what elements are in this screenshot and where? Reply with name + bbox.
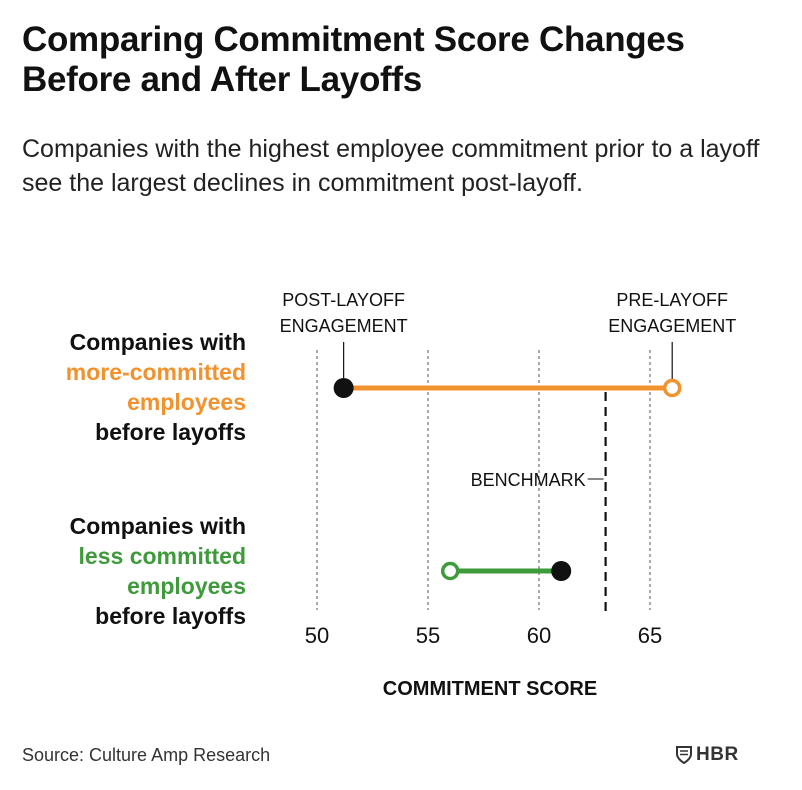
x-tick-label: 55 xyxy=(416,623,440,648)
x-tick-label: 60 xyxy=(527,623,551,648)
group-label-accent: employees xyxy=(127,573,246,599)
x-tick-label: 50 xyxy=(305,623,329,648)
group-label-line: Companies with xyxy=(69,329,246,355)
group-label-more-committed: Companies with more-committed employees … xyxy=(6,327,246,447)
chart-title: Comparing Commitment Score Changes Befor… xyxy=(22,20,685,99)
group-label-less-committed: Companies with less committed employees … xyxy=(6,511,246,631)
group-label-accent: more-committed xyxy=(65,359,246,385)
grid-lines xyxy=(316,350,651,610)
post-layoff-point xyxy=(551,561,572,581)
annotation-pre-label: ENGAGEMENT xyxy=(608,316,736,336)
benchmark: BENCHMARK xyxy=(471,392,607,612)
annotation-post-label: POST-LAYOFF xyxy=(282,290,405,310)
logo-text: HBR xyxy=(696,744,739,765)
x-tick-label: 65 xyxy=(638,623,662,648)
group-label-line: before layoffs xyxy=(95,419,246,445)
pre-layoff-point xyxy=(662,378,682,398)
x-tick-labels: 50 55 60 65 xyxy=(305,623,662,648)
annotations: POST-LAYOFF ENGAGEMENT PRE-LAYOFF ENGAGEMEN… xyxy=(280,290,736,379)
group-label-accent: less committed xyxy=(78,543,246,569)
benchmark-label: BENCHMARK xyxy=(471,470,586,490)
annotation-pre-label: PRE-LAYOFF xyxy=(616,290,728,310)
post-layoff-point xyxy=(333,378,354,398)
chart-subtitle: Companies with the highest employee comm… xyxy=(22,135,760,197)
group-label-line: before layoffs xyxy=(95,603,246,629)
x-axis-label: COMMITMENT SCORE xyxy=(383,678,597,700)
annotation-post-label: ENGAGEMENT xyxy=(280,316,408,336)
group-label-accent: employees xyxy=(127,389,246,415)
shield-icon xyxy=(676,746,692,764)
pre-layoff-point xyxy=(440,561,460,581)
group-label-line: Companies with xyxy=(69,513,246,539)
hbr-logo: HBR xyxy=(676,744,739,766)
series-marks xyxy=(333,378,682,581)
source-note: Source: Culture Amp Research xyxy=(22,745,271,765)
